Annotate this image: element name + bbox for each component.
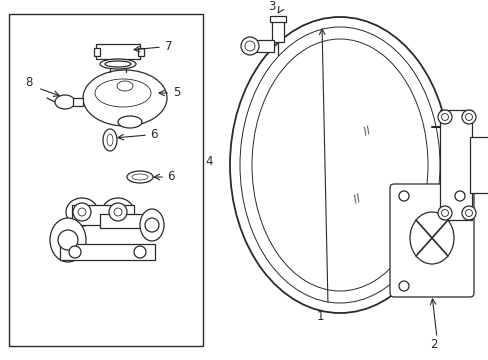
Circle shape <box>134 246 146 258</box>
Text: 2: 2 <box>429 338 437 351</box>
Text: 6: 6 <box>150 129 157 141</box>
Circle shape <box>461 110 475 124</box>
Ellipse shape <box>118 116 142 128</box>
Ellipse shape <box>105 61 131 67</box>
Text: //: // <box>351 193 362 205</box>
Bar <box>469 137 488 193</box>
Circle shape <box>145 218 159 232</box>
Ellipse shape <box>244 41 254 51</box>
Ellipse shape <box>103 129 117 151</box>
Text: 3: 3 <box>268 0 275 13</box>
Circle shape <box>454 191 464 201</box>
Text: 1: 1 <box>316 310 323 323</box>
Text: 8: 8 <box>25 76 32 89</box>
Bar <box>72 205 134 225</box>
Circle shape <box>465 210 471 216</box>
Ellipse shape <box>127 171 153 183</box>
Ellipse shape <box>140 209 163 241</box>
Bar <box>73 98 83 106</box>
Bar <box>256 40 273 52</box>
Circle shape <box>73 203 91 221</box>
Circle shape <box>398 281 408 291</box>
Bar <box>439 110 471 220</box>
Circle shape <box>69 246 81 258</box>
Bar <box>269 16 285 22</box>
Circle shape <box>114 208 122 216</box>
Circle shape <box>441 113 447 121</box>
Circle shape <box>461 206 475 220</box>
Ellipse shape <box>241 37 259 55</box>
Circle shape <box>109 203 127 221</box>
Circle shape <box>437 110 451 124</box>
Circle shape <box>465 113 471 121</box>
Ellipse shape <box>83 70 167 126</box>
Polygon shape <box>96 44 140 59</box>
Circle shape <box>437 206 451 220</box>
FancyBboxPatch shape <box>389 184 473 297</box>
Ellipse shape <box>50 218 86 262</box>
Text: //: // <box>361 125 371 137</box>
Ellipse shape <box>102 198 134 226</box>
Ellipse shape <box>100 59 136 69</box>
Text: 6: 6 <box>167 171 174 184</box>
Ellipse shape <box>107 134 113 146</box>
Ellipse shape <box>409 212 453 264</box>
Circle shape <box>58 230 78 250</box>
Ellipse shape <box>132 174 148 180</box>
Circle shape <box>398 191 408 201</box>
Ellipse shape <box>66 198 98 226</box>
Bar <box>60 244 155 260</box>
Bar <box>9 14 203 346</box>
Polygon shape <box>138 48 143 56</box>
Text: 5: 5 <box>173 86 180 99</box>
Text: 4: 4 <box>204 156 212 168</box>
Ellipse shape <box>55 95 75 109</box>
Ellipse shape <box>229 17 449 313</box>
Circle shape <box>78 208 86 216</box>
Bar <box>271 20 284 42</box>
Polygon shape <box>94 48 100 56</box>
Ellipse shape <box>117 81 133 91</box>
Ellipse shape <box>95 79 151 107</box>
Circle shape <box>441 210 447 216</box>
Bar <box>100 214 150 228</box>
Text: 7: 7 <box>164 40 172 54</box>
